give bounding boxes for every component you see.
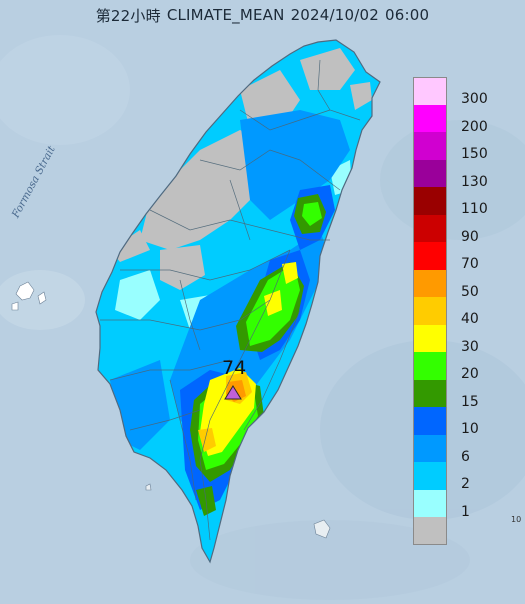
legend-label: 1: [461, 503, 470, 520]
legend-row: 90: [413, 214, 513, 245]
legend-row: 200: [413, 104, 513, 135]
valid-date: 2024/10/02: [290, 6, 380, 24]
legend-swatch: [413, 187, 447, 215]
legend-label: 6: [461, 448, 470, 465]
rainfall-legend: 300 200 150 130 110 90 70 50 40 30 20 15 10 6 2 1: [413, 77, 513, 545]
legend-label: 20: [461, 366, 479, 382]
legend-swatch: [413, 352, 447, 380]
county-boundaries: [100, 59, 361, 541]
product-name: CLIMATE_MEAN: [166, 6, 285, 24]
legend-row: 70: [413, 242, 513, 272]
legend-row: 30: [413, 324, 513, 355]
legend-swatch: [413, 104, 447, 132]
legend-label: 70: [461, 256, 479, 272]
legend-row: 2: [413, 462, 513, 492]
legend-row: [413, 517, 513, 545]
legend-swatch: [413, 77, 447, 105]
edge-partial-label: 10: [511, 515, 522, 524]
sea-terrain-texture: [0, 35, 525, 600]
legend-label: 130: [461, 173, 488, 190]
legend-row: 50: [413, 269, 513, 300]
legend-label: 150: [461, 146, 488, 162]
legend-row: 20: [413, 352, 513, 382]
penghu-islands: [11, 281, 47, 311]
legend-swatch: [413, 462, 447, 490]
legend-swatch: [413, 407, 447, 435]
legend-label: 15: [461, 393, 479, 410]
legend-row: 15: [413, 379, 513, 410]
legend-label: 200: [461, 118, 488, 135]
legend-row: 10: [413, 407, 513, 437]
legend-swatch: [413, 159, 447, 187]
legend-swatch: [413, 214, 447, 242]
forecast-hour: 第22小時: [95, 6, 161, 25]
legend-label: 10: [461, 421, 479, 437]
legend-label: 300: [461, 91, 488, 107]
legend-row: 150: [413, 132, 513, 162]
map-title: 第22小時 CLIMATE_MEAN 2024/10/02 06:00: [0, 0, 525, 30]
valid-time: 06:00: [385, 6, 430, 24]
legend-swatch: [413, 324, 447, 352]
legend-swatch: [413, 242, 447, 270]
peak-rainfall-value: 74: [222, 357, 247, 379]
legend-label: 40: [461, 311, 479, 327]
legend-row: 130: [413, 159, 513, 190]
legend-label: 30: [461, 338, 479, 355]
legend-label: 90: [461, 228, 479, 245]
legend-swatch: [413, 269, 447, 297]
legend-swatch: [413, 379, 447, 407]
legend-row: 300: [413, 77, 513, 107]
legend-row: 6: [413, 434, 513, 465]
legend-label: 50: [461, 283, 479, 300]
legend-row: 40: [413, 297, 513, 327]
legend-swatch: [413, 489, 447, 517]
legend-swatch: [413, 297, 447, 325]
legend-label: 2: [461, 476, 470, 492]
legend-label: 110: [461, 201, 488, 217]
legend-swatch: [413, 132, 447, 160]
legend-row: 1: [413, 489, 513, 520]
legend-swatch: [413, 517, 447, 545]
legend-row: 110: [413, 187, 513, 217]
orchid-island: [145, 483, 331, 539]
legend-swatch: [413, 434, 447, 462]
peak-rainfall-marker: [224, 385, 242, 400]
